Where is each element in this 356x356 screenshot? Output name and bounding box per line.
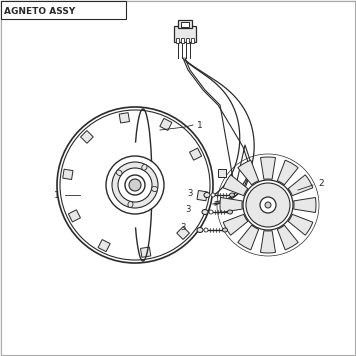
Ellipse shape [112, 162, 158, 208]
FancyBboxPatch shape [63, 169, 73, 179]
Bar [176, 38, 179, 43]
Ellipse shape [204, 228, 208, 232]
Ellipse shape [243, 180, 293, 230]
Ellipse shape [246, 183, 290, 227]
Bar [218, 169, 226, 177]
Polygon shape [238, 225, 259, 250]
Bar [181, 22, 189, 27]
Ellipse shape [125, 175, 145, 195]
Bar [186, 38, 189, 43]
Polygon shape [223, 175, 248, 196]
Ellipse shape [128, 201, 133, 208]
Ellipse shape [211, 193, 215, 197]
FancyBboxPatch shape [119, 113, 130, 123]
Polygon shape [288, 214, 313, 235]
Ellipse shape [197, 227, 203, 232]
Bar [174, 26, 196, 42]
Ellipse shape [57, 107, 213, 263]
Bar [181, 38, 184, 43]
Ellipse shape [129, 179, 141, 191]
Ellipse shape [142, 164, 147, 170]
Ellipse shape [152, 187, 158, 192]
FancyBboxPatch shape [98, 240, 110, 252]
Polygon shape [220, 198, 242, 213]
Text: 3: 3 [188, 188, 193, 198]
Polygon shape [288, 175, 313, 196]
Polygon shape [261, 157, 276, 179]
Ellipse shape [222, 228, 227, 232]
Bar [178, 20, 192, 28]
Ellipse shape [118, 168, 152, 202]
Polygon shape [238, 160, 259, 185]
Ellipse shape [265, 202, 271, 208]
FancyBboxPatch shape [160, 118, 172, 130]
Bar [191, 38, 194, 43]
Ellipse shape [106, 156, 164, 214]
Polygon shape [261, 231, 276, 253]
Text: AGNETO ASSY: AGNETO ASSY [4, 7, 75, 16]
Polygon shape [294, 198, 316, 213]
Ellipse shape [260, 197, 276, 213]
Bar [1, 1, 126, 19]
Text: 1: 1 [54, 190, 60, 199]
Ellipse shape [202, 209, 208, 215]
Ellipse shape [204, 193, 210, 198]
Polygon shape [277, 225, 298, 250]
Ellipse shape [60, 110, 210, 260]
FancyBboxPatch shape [177, 227, 189, 240]
Polygon shape [277, 160, 298, 185]
Polygon shape [223, 214, 248, 235]
Ellipse shape [227, 210, 232, 214]
Ellipse shape [116, 170, 122, 176]
Text: 3: 3 [185, 205, 191, 215]
Text: 3: 3 [180, 224, 186, 232]
Ellipse shape [230, 193, 235, 197]
Text: 2: 2 [318, 178, 324, 188]
Ellipse shape [209, 210, 213, 214]
FancyBboxPatch shape [80, 131, 93, 143]
FancyBboxPatch shape [68, 210, 80, 222]
Text: 1: 1 [197, 120, 203, 130]
FancyBboxPatch shape [189, 148, 201, 160]
FancyBboxPatch shape [197, 190, 207, 201]
FancyBboxPatch shape [141, 247, 151, 257]
